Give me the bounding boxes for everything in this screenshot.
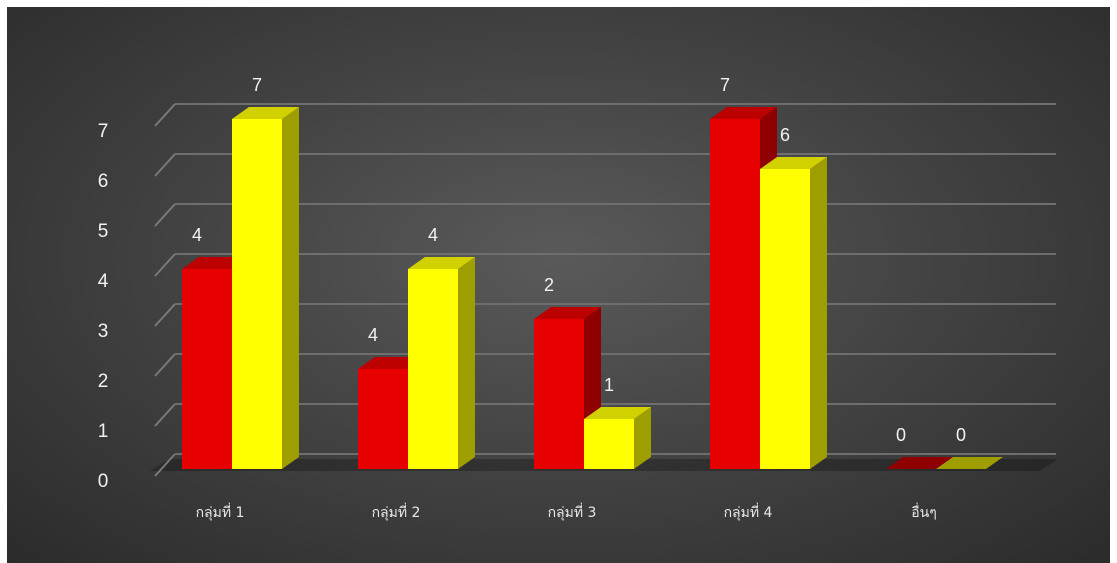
bar [760,169,810,469]
bar [358,369,408,469]
bar-side [458,257,475,469]
y-tick-label: 3 [98,321,109,342]
data-label: 4 [368,325,378,345]
data-label: 4 [192,225,202,245]
bar-top [710,107,777,119]
bar-side [282,107,299,469]
data-label: 7 [720,75,730,95]
x-tick-label: กลุ่มที่ 4 [724,503,773,521]
gridline-depth [154,103,176,127]
gridline-depth [154,153,176,177]
data-label: 6 [780,125,790,145]
bar [182,269,232,469]
gridline-depth [154,453,176,477]
x-tick-label: อื่นๆ [911,503,937,521]
y-tick-label: 5 [98,221,109,242]
bar [710,119,760,469]
data-label: 0 [896,425,906,445]
bar-top [534,307,601,319]
bar [534,319,584,469]
data-label: 1 [604,375,614,395]
y-tick-label: 1 [98,421,109,442]
bar-side [810,157,827,469]
data-label: 7 [252,75,262,95]
gridline-depth [154,303,176,327]
x-tick-label: กลุ่มที่ 2 [372,503,421,521]
bar-top [760,157,827,169]
data-label: 0 [956,425,966,445]
y-tick-label: 7 [98,121,109,142]
data-label: 4 [428,225,438,245]
bar [584,419,634,469]
bar-side [634,407,651,469]
y-tick-label: 0 [98,471,109,492]
gridline-depth [154,353,176,377]
gridline-depth [154,403,176,427]
bar [232,119,282,469]
data-label: 2 [544,275,554,295]
gridline-depth [154,253,176,277]
y-tick-label: 2 [98,371,109,392]
bar [936,457,1003,469]
bar-top [408,257,475,269]
x-tick-label: กลุ่มที่ 1 [196,503,245,521]
bar [886,457,953,469]
bar-top [584,407,651,419]
bar-top [232,107,299,119]
y-tick-label: 6 [98,171,109,192]
y-tick-label: 4 [98,271,109,292]
gridline-depth [154,203,176,227]
x-tick-label: กลุ่มที่ 3 [548,503,597,521]
bar [408,269,458,469]
